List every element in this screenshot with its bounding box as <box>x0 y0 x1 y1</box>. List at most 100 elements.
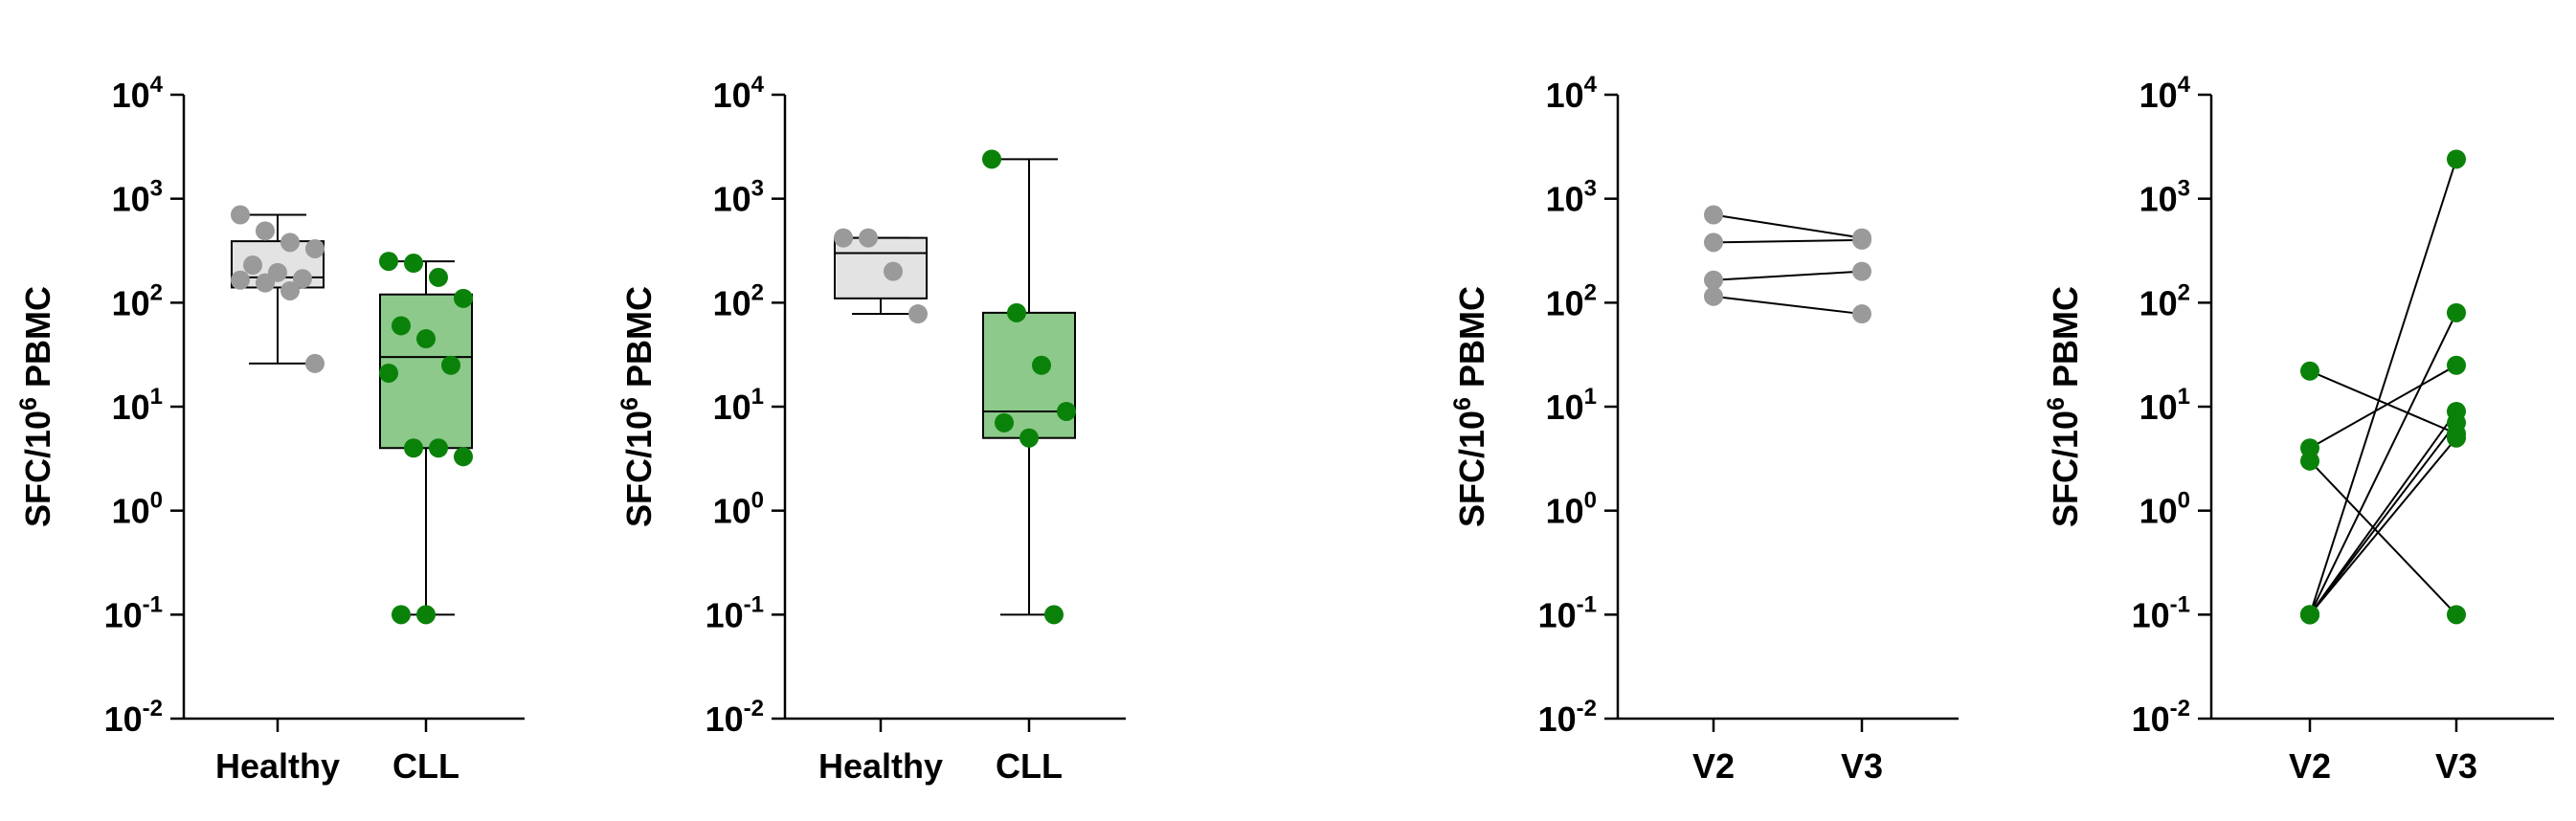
y-tick-label: 102 <box>112 279 163 322</box>
y-tick-label: 10-2 <box>2132 696 2190 739</box>
chart-panel-1: 10-2 10-1 100 101 102 103 104 SFC/106 PBMC Healt… <box>15 72 525 786</box>
data-point <box>1019 428 1039 448</box>
data-point <box>231 205 250 225</box>
data-point <box>392 316 411 336</box>
data-point <box>2447 302 2466 322</box>
pair-line <box>1713 238 1863 244</box>
y-tick-label: 101 <box>2139 384 2190 427</box>
data-point <box>429 438 448 458</box>
y-tick-label: 102 <box>2139 279 2190 322</box>
data-point <box>1044 605 1064 625</box>
data-point <box>243 255 262 276</box>
data-point <box>231 270 250 290</box>
y-tick-label: 104 <box>2139 72 2191 115</box>
pair-line <box>1713 295 1863 316</box>
y-axis-label: SFC/106 PBMC <box>1449 286 1491 527</box>
box-group-healthy <box>834 228 928 324</box>
data-point <box>2447 605 2466 625</box>
box-group-cll <box>379 252 473 625</box>
y-tick-label: 101 <box>1546 384 1597 427</box>
pair-line <box>2309 460 2457 616</box>
data-point <box>256 273 275 293</box>
data-point <box>908 304 928 324</box>
pair-line <box>2309 422 2457 615</box>
box-group-healthy <box>231 205 325 373</box>
data-point <box>392 605 411 625</box>
data-point <box>404 254 423 274</box>
data-point <box>1704 205 1723 225</box>
data-point <box>441 355 460 375</box>
box <box>834 236 928 300</box>
y-tick-label: 103 <box>713 176 764 219</box>
data-point <box>454 447 473 467</box>
data-point <box>379 252 398 272</box>
data-point <box>2447 355 2466 375</box>
data-point <box>884 261 903 281</box>
data-point <box>293 269 312 289</box>
data-point <box>859 228 878 248</box>
x-tick-label: CLL <box>996 746 1063 786</box>
data-point <box>2300 361 2319 381</box>
data-point <box>429 267 448 287</box>
pair-line <box>2309 437 2457 615</box>
y-tick-label: 10-1 <box>2132 591 2190 634</box>
y-tick-label: 103 <box>112 176 163 219</box>
data-point <box>1032 355 1051 375</box>
chart-panel-3: 10-2 10-1 100 101 102 103 104 SFC/106 PBMC V2 V3 <box>1449 72 1959 786</box>
y-tick-label: 100 <box>713 488 764 531</box>
x-tick-label: V3 <box>1841 746 1883 786</box>
data-point <box>2300 451 2319 471</box>
data-point <box>1704 286 1723 306</box>
data-point <box>416 605 436 625</box>
y-tick-label: 104 <box>112 72 164 115</box>
x-tick-label: CLL <box>392 746 459 786</box>
y-tick-label: 10-1 <box>706 591 764 634</box>
data-point <box>995 412 1014 433</box>
data-point <box>305 353 325 373</box>
pair-line <box>1713 270 1863 281</box>
y-tick-label: 10-2 <box>706 696 764 739</box>
y-tick-label: 10-2 <box>104 696 163 739</box>
y-tick-label: 104 <box>713 72 765 115</box>
y-tick-label: 100 <box>1546 488 1597 531</box>
data-point <box>1057 401 1076 421</box>
pair-line <box>2309 159 2457 615</box>
data-point <box>1852 261 1871 281</box>
y-tick-label: 10-2 <box>1538 696 1597 739</box>
y-tick-label: 100 <box>2139 488 2190 531</box>
y-tick-label: 10-1 <box>1538 591 1597 634</box>
data-point <box>2447 428 2466 448</box>
data-point <box>256 221 275 241</box>
pair-line <box>1713 213 1863 239</box>
pair-line <box>2309 410 2457 615</box>
pair-line <box>2309 369 2457 435</box>
data-point <box>1852 230 1871 250</box>
chart-panel-2: 10-2 10-1 100 101 102 103 104 SFC/106 PBMC Healt… <box>616 72 1126 786</box>
pair-line <box>2309 312 2457 615</box>
data-point <box>379 363 398 383</box>
y-tick-label: 102 <box>1546 279 1597 322</box>
y-tick-label: 101 <box>713 384 764 427</box>
data-point <box>305 238 325 258</box>
data-point <box>454 288 473 308</box>
data-point <box>2300 605 2319 625</box>
data-point <box>1852 304 1871 324</box>
data-point <box>982 149 1001 169</box>
x-tick-label: V2 <box>1692 746 1735 786</box>
chart-panel-4: 10-2 10-1 100 101 102 103 104 SFC/106 PBMC V2 V3 <box>2043 72 2554 786</box>
data-point <box>1007 302 1026 322</box>
box-group-cll <box>982 149 1076 625</box>
data-point <box>280 233 300 253</box>
y-axis-label: SFC/106 PBMC <box>15 286 57 527</box>
data-point <box>2447 412 2466 433</box>
data-point <box>416 329 436 349</box>
y-tick-label: 101 <box>112 384 163 427</box>
y-tick-label: 102 <box>713 279 764 322</box>
data-point <box>1704 233 1723 253</box>
data-point <box>834 228 853 248</box>
y-tick-label: 103 <box>2139 176 2190 219</box>
x-tick-label: Healthy <box>818 746 943 786</box>
data-point <box>280 280 300 300</box>
y-tick-label: 104 <box>1546 72 1598 115</box>
pair-line <box>2309 364 2457 450</box>
